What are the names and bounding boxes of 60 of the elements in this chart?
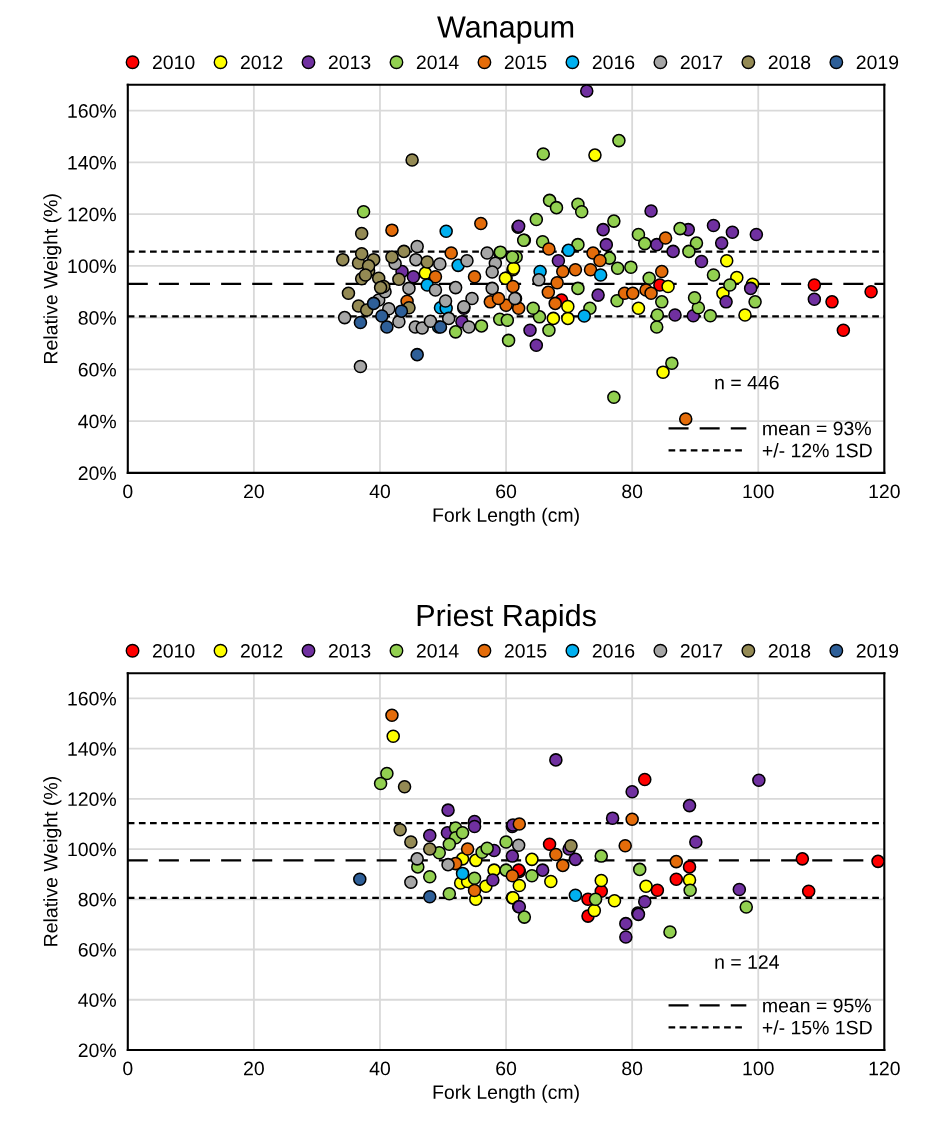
x-tick-label: 80 — [622, 1061, 643, 1076]
x-tick-label: 100 — [743, 484, 774, 499]
x-tick-label: 20 — [244, 1061, 264, 1076]
legend-label: 2016 — [592, 643, 635, 658]
legend-label: 2018 — [768, 55, 811, 70]
x-tick-label: 0 — [123, 1061, 133, 1076]
legend-label: +/- 12% 1SD — [762, 443, 872, 458]
legend-label: 2014 — [416, 643, 459, 658]
y-tick-label: 100% — [68, 259, 116, 274]
y-axis-title: Relative Weight (%) — [43, 777, 62, 946]
y-axis-title: Relative Weight (%) — [43, 194, 62, 363]
legend-label: mean = 95% — [763, 998, 871, 1013]
y-tick-label: 160% — [68, 104, 116, 118]
x-axis-title: Fork Length (cm) — [433, 1084, 579, 1103]
y-tick-label: 120% — [68, 792, 116, 807]
legend-label: 2019 — [856, 55, 899, 70]
legend-label: 2017 — [680, 643, 723, 658]
y-tick-label: 40% — [78, 993, 116, 1007]
legend-label: 2012 — [240, 643, 283, 658]
x-tick-label: 40 — [369, 1061, 391, 1076]
legend-label: 2018 — [768, 643, 811, 658]
x-tick-label: 120 — [869, 1061, 900, 1076]
x-tick-label: 80 — [622, 484, 643, 499]
y-tick-label: 80% — [78, 311, 116, 325]
x-tick-label: 40 — [369, 484, 391, 499]
legend-label: 2010 — [152, 55, 195, 70]
legend-label: 2019 — [856, 643, 899, 658]
legend-label: 2015 — [504, 55, 547, 70]
legend-label: mean = 93% — [763, 421, 871, 436]
legend-label: 2013 — [328, 643, 371, 658]
y-tick-label: 80% — [78, 892, 116, 907]
legend-label: 2013 — [328, 55, 371, 70]
legend-label: 2014 — [416, 55, 459, 70]
y-tick-label: 20% — [78, 466, 116, 481]
legend-label: 2017 — [680, 55, 723, 70]
x-tick-label: 20 — [244, 484, 264, 499]
x-tick-label: 120 — [869, 484, 900, 499]
chart-title: Wanapum — [437, 16, 574, 44]
y-tick-label: 40% — [78, 414, 116, 429]
legend-label: 2015 — [504, 643, 547, 658]
legend-label: 2016 — [592, 55, 635, 70]
legend-label: 2012 — [240, 55, 283, 70]
x-tick-label: 0 — [123, 484, 133, 499]
chart-title: Priest Rapids — [417, 603, 596, 633]
legend-label: 2010 — [152, 643, 195, 658]
y-tick-label: 160% — [68, 691, 116, 706]
y-tick-label: 120% — [68, 207, 116, 222]
y-tick-label: 140% — [68, 155, 116, 170]
y-tick-label: 140% — [68, 742, 116, 756]
y-tick-label: 60% — [78, 362, 116, 377]
x-tick-label: 60 — [496, 484, 517, 499]
y-tick-label: 100% — [68, 842, 116, 857]
x-tick-label: 60 — [496, 1061, 517, 1076]
annotation: n = 446 — [715, 375, 779, 390]
annotation: n = 124 — [715, 955, 779, 969]
x-tick-label: 100 — [743, 1061, 774, 1076]
y-tick-label: 20% — [78, 1043, 116, 1058]
x-axis-title: Fork Length (cm) — [433, 507, 579, 526]
y-tick-label: 60% — [78, 942, 116, 957]
legend-label: +/- 15% 1SD — [762, 1020, 872, 1035]
